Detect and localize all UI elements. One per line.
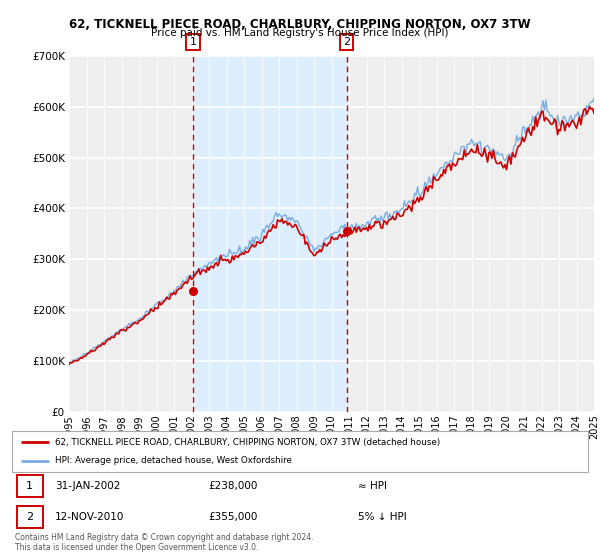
Text: ≈ HPI: ≈ HPI: [358, 481, 386, 491]
Text: 31-JAN-2002: 31-JAN-2002: [55, 481, 121, 491]
Text: 62, TICKNELL PIECE ROAD, CHARLBURY, CHIPPING NORTON, OX7 3TW (detached house): 62, TICKNELL PIECE ROAD, CHARLBURY, CHIP…: [55, 437, 440, 446]
Text: Contains HM Land Registry data © Crown copyright and database right 2024.: Contains HM Land Registry data © Crown c…: [15, 533, 314, 542]
Text: 62, TICKNELL PIECE ROAD, CHARLBURY, CHIPPING NORTON, OX7 3TW: 62, TICKNELL PIECE ROAD, CHARLBURY, CHIP…: [69, 18, 531, 31]
Text: 1: 1: [190, 37, 196, 47]
FancyBboxPatch shape: [17, 506, 43, 528]
Text: 2: 2: [343, 37, 350, 47]
Text: £355,000: £355,000: [208, 512, 257, 522]
Text: 1: 1: [26, 481, 33, 491]
Text: 5% ↓ HPI: 5% ↓ HPI: [358, 512, 406, 522]
Bar: [193, 56, 347, 412]
Text: Price paid vs. HM Land Registry's House Price Index (HPI): Price paid vs. HM Land Registry's House …: [151, 28, 449, 38]
Text: £238,000: £238,000: [208, 481, 257, 491]
Text: This data is licensed under the Open Government Licence v3.0.: This data is licensed under the Open Gov…: [15, 543, 259, 552]
FancyBboxPatch shape: [17, 475, 43, 497]
Text: 2: 2: [26, 512, 33, 522]
Text: 12-NOV-2010: 12-NOV-2010: [55, 512, 125, 522]
FancyBboxPatch shape: [12, 431, 588, 472]
Text: HPI: Average price, detached house, West Oxfordshire: HPI: Average price, detached house, West…: [55, 456, 292, 465]
